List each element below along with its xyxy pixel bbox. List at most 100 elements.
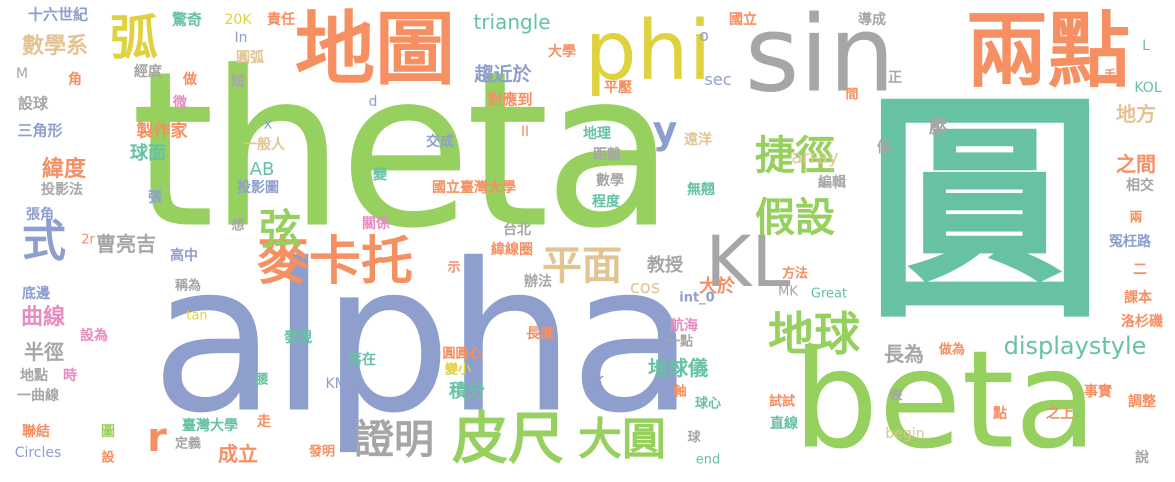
word: 編輯 xyxy=(818,175,846,191)
word: sec xyxy=(704,70,732,89)
word: 責任 xyxy=(267,12,295,28)
word: 對應到 xyxy=(487,90,533,109)
word: 圖 xyxy=(101,424,115,440)
word: Great xyxy=(810,286,848,302)
word: triangle xyxy=(473,10,551,34)
word: 變 xyxy=(373,167,387,183)
word: 稱為 xyxy=(174,278,202,294)
word: 張角 xyxy=(26,207,54,223)
word: 式 xyxy=(22,216,66,267)
word: 聯結 xyxy=(22,424,50,440)
word: 試試 xyxy=(768,394,796,410)
word: cos xyxy=(629,277,661,298)
word: 球心 xyxy=(694,396,722,412)
word: 設球 xyxy=(17,94,49,113)
word: 地球 xyxy=(768,307,860,361)
word: 國立 xyxy=(729,12,757,28)
word: 球 xyxy=(687,430,701,446)
word: 方法 xyxy=(781,266,809,282)
word: x xyxy=(263,114,273,133)
word: 20K xyxy=(224,12,252,28)
word: KML xyxy=(325,376,355,392)
word: 投影圖 xyxy=(237,180,279,196)
word: 正 xyxy=(888,70,902,86)
word: 二 xyxy=(1133,262,1147,278)
word: 壓 xyxy=(929,117,947,138)
word: 短 xyxy=(231,74,245,90)
word: r xyxy=(147,415,167,461)
word: 洛杉磯 xyxy=(1121,314,1163,330)
word: 平壓 xyxy=(604,80,632,96)
word: K xyxy=(592,373,604,394)
word: 平面 xyxy=(542,243,622,289)
word: L xyxy=(1142,38,1150,54)
word: 大於 xyxy=(699,276,735,297)
word: 麥卡托 xyxy=(256,232,414,292)
word: 事實 xyxy=(1084,384,1112,400)
word: 設 xyxy=(101,450,115,466)
word: 證明 xyxy=(354,417,434,463)
word: 手 xyxy=(1103,68,1117,82)
word: 地點 xyxy=(20,368,48,384)
word: 捷徑 xyxy=(755,133,835,179)
word: 條 xyxy=(877,140,891,156)
word: 遠洋 xyxy=(684,132,712,148)
word: 表 xyxy=(889,388,903,404)
word: 經度 xyxy=(134,64,162,80)
word: beta xyxy=(792,321,1098,479)
word: 積分 xyxy=(449,381,485,402)
word: 國立臺灣大學 xyxy=(432,180,516,196)
word: 設為 xyxy=(80,328,108,344)
word: II xyxy=(520,124,530,140)
word: 點 xyxy=(993,406,1007,422)
word: 趨近於 xyxy=(474,63,532,86)
word: 半徑 xyxy=(24,340,64,364)
word: 調整 xyxy=(1128,394,1156,410)
word: 一般人 xyxy=(243,137,285,153)
word: 做為 xyxy=(938,342,966,358)
word: sin xyxy=(744,0,896,116)
word: d xyxy=(368,94,378,110)
word: y xyxy=(652,108,678,152)
word: KL xyxy=(705,221,791,303)
word: 教授 xyxy=(647,255,683,276)
word: 圓弧 xyxy=(236,50,264,66)
word: 時 xyxy=(63,368,77,384)
word: 數學系 xyxy=(21,34,89,59)
word: 地理 xyxy=(583,126,611,142)
word: 兩點 xyxy=(965,4,1131,99)
word: 發現 xyxy=(284,330,312,346)
word: 長度 xyxy=(526,326,554,342)
word: 弦 xyxy=(258,205,302,254)
word: 之上 xyxy=(1046,406,1074,422)
word: 曹亮吉 xyxy=(96,232,156,256)
word: 微 xyxy=(173,95,187,111)
word: 交成 xyxy=(426,134,454,150)
word: alpha xyxy=(150,220,695,459)
word: 辦法 xyxy=(524,274,552,290)
word: 臺灣大學 xyxy=(182,418,238,434)
word: 投影法 xyxy=(41,182,83,198)
word: 緯線圈 xyxy=(491,242,533,258)
word: 角 xyxy=(68,72,82,88)
word: 驚奇 xyxy=(171,10,203,29)
word: 製作家 xyxy=(136,121,188,142)
word: 距離 xyxy=(593,147,621,163)
word: 軸 xyxy=(673,384,687,400)
word: 圓 xyxy=(864,70,1106,350)
word: 底邊 xyxy=(22,286,50,302)
word: 數學 xyxy=(596,173,624,189)
word: 腰 xyxy=(255,372,269,388)
word: 皮尺 xyxy=(452,407,564,472)
word: end xyxy=(695,452,721,468)
word: 落在 xyxy=(348,352,376,368)
word: 做 xyxy=(183,72,197,88)
word: 球面 xyxy=(130,143,166,164)
word: 說 xyxy=(1135,450,1149,466)
word: 冤枉路 xyxy=(1109,234,1151,250)
word: 想 xyxy=(231,218,245,234)
word: 地圖 xyxy=(295,3,455,96)
word: 地方 xyxy=(1116,102,1156,126)
word: 假設 xyxy=(755,195,835,241)
